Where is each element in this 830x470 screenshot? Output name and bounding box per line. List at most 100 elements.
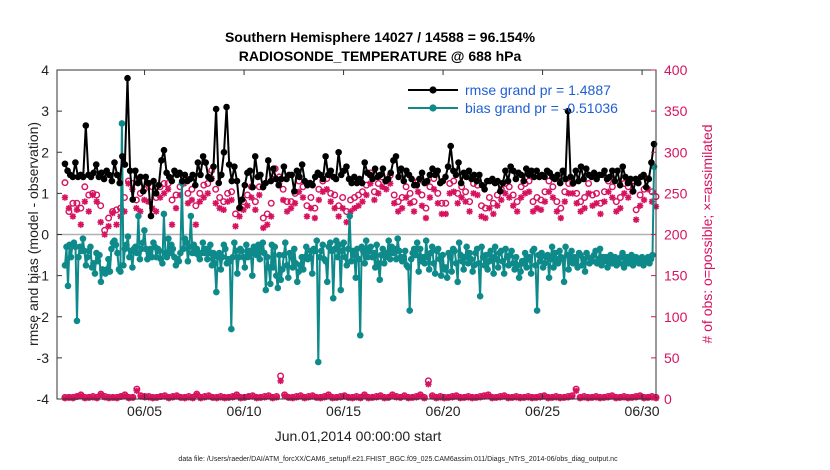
obs-assim-stroke [549,194,556,201]
rmse-point [418,169,426,177]
obs-assim-stroke [625,194,632,201]
bias-point [596,245,604,253]
rmse-point [69,173,77,181]
obs-assim-stroke [244,202,251,209]
rmse-point [134,179,142,187]
bias-point [649,251,656,259]
bias-point [455,239,463,247]
rmse-point [348,179,355,187]
obs-assimilated-marker [291,200,299,207]
obs-possible-marker [188,185,196,193]
obs-possible-marker [315,185,323,193]
rmse-point [530,173,538,181]
bias-point [466,249,473,257]
rmse-point [132,167,139,175]
rmse-point [627,175,634,183]
obs-possible-marker [557,204,565,212]
bias-point [548,243,556,251]
rmse-point [147,212,155,220]
obs-assim-stroke [173,393,180,400]
x-tick-label: 06/20 [426,403,461,419]
obs-assim-stroke [561,198,568,205]
obs-assim-stroke [343,219,350,226]
obs-assim-stroke [196,198,203,205]
x-tick-label: 06/15 [326,403,361,419]
obs-assim-stroke [299,194,306,201]
rmse-point [522,165,530,172]
y-right-tick-label: 150 [664,268,688,284]
obs-assim-stroke [240,206,247,213]
bias-point [290,245,298,253]
rmse-point [212,105,220,113]
bias-point [238,247,246,255]
rmse-point [262,179,269,187]
rmse-point [335,148,342,156]
bias-point [523,264,530,271]
bias-point [272,272,280,279]
obs-assimilated-marker [355,202,362,209]
obs-possible-marker [434,189,442,197]
rmse-point [90,169,97,177]
obs-assim-stroke [518,194,525,201]
obs-assim-stroke [442,210,449,217]
rmse-point [509,167,517,175]
bias-point [287,253,295,261]
obs-assimilated-marker [168,221,176,228]
y-right-tick-label: 250 [664,185,688,201]
rmse-point [358,179,366,187]
bias-point [499,257,506,265]
bias-point [425,266,433,273]
obs-assim-stroke [434,200,441,207]
bias-point [118,120,126,127]
bias-point [135,212,142,220]
obs-assimilated-marker [220,206,227,214]
chart-title-line2: RADIOSONDE_TEMPERATURE @ 688 hPa [239,48,522,64]
obs-assimilated-marker [335,213,342,220]
rmse-point [139,188,147,195]
legend: rmse grand pr = 1.4887 bias grand pr = -… [408,82,618,116]
obs-possible-marker [259,214,267,222]
obs-assimilated-marker [77,221,85,228]
obs-assim-stroke [482,215,489,222]
obs-assim-stroke [389,392,396,399]
rmse-point [343,163,350,170]
bias-point [446,253,454,261]
bias-point [132,243,139,251]
rmse-point [350,173,358,181]
obs-possible-marker [212,185,220,193]
rmse-point [556,179,564,187]
obs-assimilated-marker [418,202,426,209]
obs-assim-stroke [399,205,406,212]
obs-possible-marker [97,202,105,210]
bias-point [373,241,381,249]
obs-assimilated-marker [93,394,101,402]
obs-assimilated-marker [133,387,141,394]
y-right-tick-label: 200 [664,227,688,243]
obs-assim-stroke [137,393,144,400]
obs-assim-stroke [514,208,521,215]
bias-point [234,270,241,277]
obs-assim-stroke [292,200,298,207]
obs-assimilated-marker [573,200,580,207]
rmse-point [145,179,152,187]
rmse-point [496,188,504,195]
bias-point [410,245,418,253]
rmse-point [82,122,90,129]
bias-point [270,264,277,271]
obs-assimilated-marker [121,392,129,399]
rmse-point [126,167,134,175]
rmse-point [379,165,387,172]
obs-assim-stroke [401,393,408,400]
obs-assimilated-marker [450,188,457,195]
rmse-point [569,179,577,187]
obs-assimilated-marker [252,206,259,214]
obs-assimilated-marker [572,387,580,394]
obs-possible-marker [224,189,232,197]
obs-possible-marker [307,193,315,201]
bias-point [229,253,237,261]
obs-possible-marker [585,180,593,188]
obs-assim-stroke [319,188,326,195]
rmse-point [494,177,501,185]
obs-assimilated-marker [541,198,549,205]
bias-point [114,249,121,257]
